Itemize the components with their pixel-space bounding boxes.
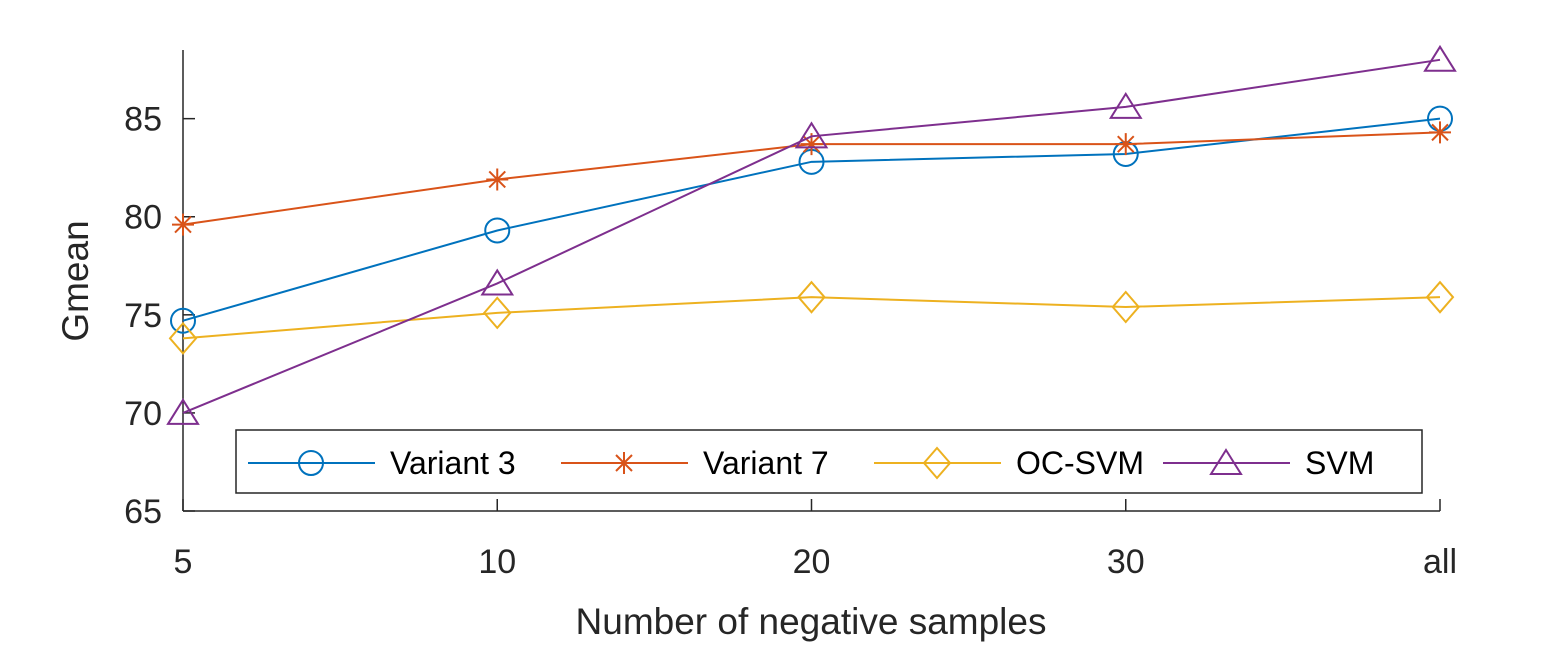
circle-marker — [298, 450, 324, 476]
circle-marker — [170, 307, 196, 334]
legend-item: OC-SVM — [874, 445, 1144, 481]
y-tick-label: 65 — [124, 493, 162, 531]
legend-marker — [1209, 448, 1243, 475]
legend-marker — [922, 446, 952, 480]
data-point — [166, 398, 200, 425]
legend-marker — [298, 450, 324, 476]
legend-box — [235, 429, 1423, 494]
series-svm — [166, 44, 1457, 425]
diamond-marker — [922, 446, 952, 480]
triangle-marker — [1423, 44, 1457, 72]
data-point — [1114, 133, 1137, 156]
asterisk-marker — [172, 213, 194, 236]
data-point — [794, 121, 829, 149]
legend-entries: Variant 3 Variant 7 OC-SVM SVM — [248, 445, 1374, 481]
x-tick-label: 30 — [1107, 543, 1145, 581]
y-tick-label: 85 — [124, 101, 162, 139]
y-tick-label: 70 — [124, 395, 162, 433]
diamond-marker — [1111, 290, 1141, 324]
data-point — [172, 213, 194, 236]
asterisk-marker — [613, 452, 635, 474]
y-tick-label: 75 — [124, 297, 162, 335]
ticks: 5 10 20 30 all 65 70 75 80 85 — [124, 101, 1457, 581]
legend-item: SVM — [1163, 445, 1374, 481]
data-point — [168, 321, 198, 355]
asterisk-marker — [800, 133, 823, 156]
legend-marker — [613, 452, 635, 474]
circle-marker — [484, 217, 511, 244]
y-tick-label: 80 — [124, 199, 162, 237]
data-point — [1429, 121, 1451, 144]
data-point — [1111, 290, 1141, 324]
series-line — [182, 58, 1441, 414]
data-point — [797, 280, 826, 314]
legend-item: Variant 3 — [248, 445, 516, 481]
triangle-marker — [166, 398, 200, 425]
triangle-marker — [1209, 448, 1243, 475]
x-axis-title: Number of negative samples — [576, 601, 1047, 642]
y-axis-title: Gmean — [55, 220, 96, 341]
x-tick-label: 5 — [174, 543, 193, 581]
legend-item: Variant 7 — [561, 445, 829, 481]
series-line — [182, 117, 1441, 322]
asterisk-marker — [1114, 133, 1137, 156]
triangle-marker — [1108, 92, 1143, 119]
asterisk-marker — [486, 168, 509, 191]
x-tick-label: 10 — [478, 543, 516, 581]
series-variant-7 — [172, 121, 1451, 236]
x-tick-label: all — [1423, 543, 1457, 581]
data-point — [480, 268, 515, 296]
legend-label: SVM — [1305, 445, 1374, 481]
diamond-marker — [1425, 280, 1455, 314]
data-point — [1425, 280, 1455, 314]
x-tick-label: 20 — [793, 543, 831, 581]
diamond-marker — [797, 280, 826, 314]
legend-label: Variant 7 — [703, 445, 829, 481]
series-oc-svm — [168, 280, 1455, 355]
legend: Variant 3 Variant 7 OC-SVM SVM — [235, 429, 1423, 494]
data-point — [800, 133, 823, 156]
data-point — [486, 168, 509, 191]
legend-label: OC-SVM — [1016, 445, 1144, 481]
data-point — [484, 217, 511, 244]
data-point — [170, 307, 196, 334]
series — [166, 44, 1457, 425]
diamond-marker — [482, 296, 512, 330]
data-point — [482, 296, 512, 330]
diamond-marker — [168, 321, 198, 355]
data-point — [1108, 92, 1143, 119]
asterisk-marker — [1429, 121, 1451, 144]
legend-label: Variant 3 — [390, 445, 516, 481]
data-point — [1423, 44, 1457, 72]
triangle-marker — [480, 268, 515, 296]
triangle-marker — [794, 121, 829, 149]
series-line — [182, 296, 1441, 340]
